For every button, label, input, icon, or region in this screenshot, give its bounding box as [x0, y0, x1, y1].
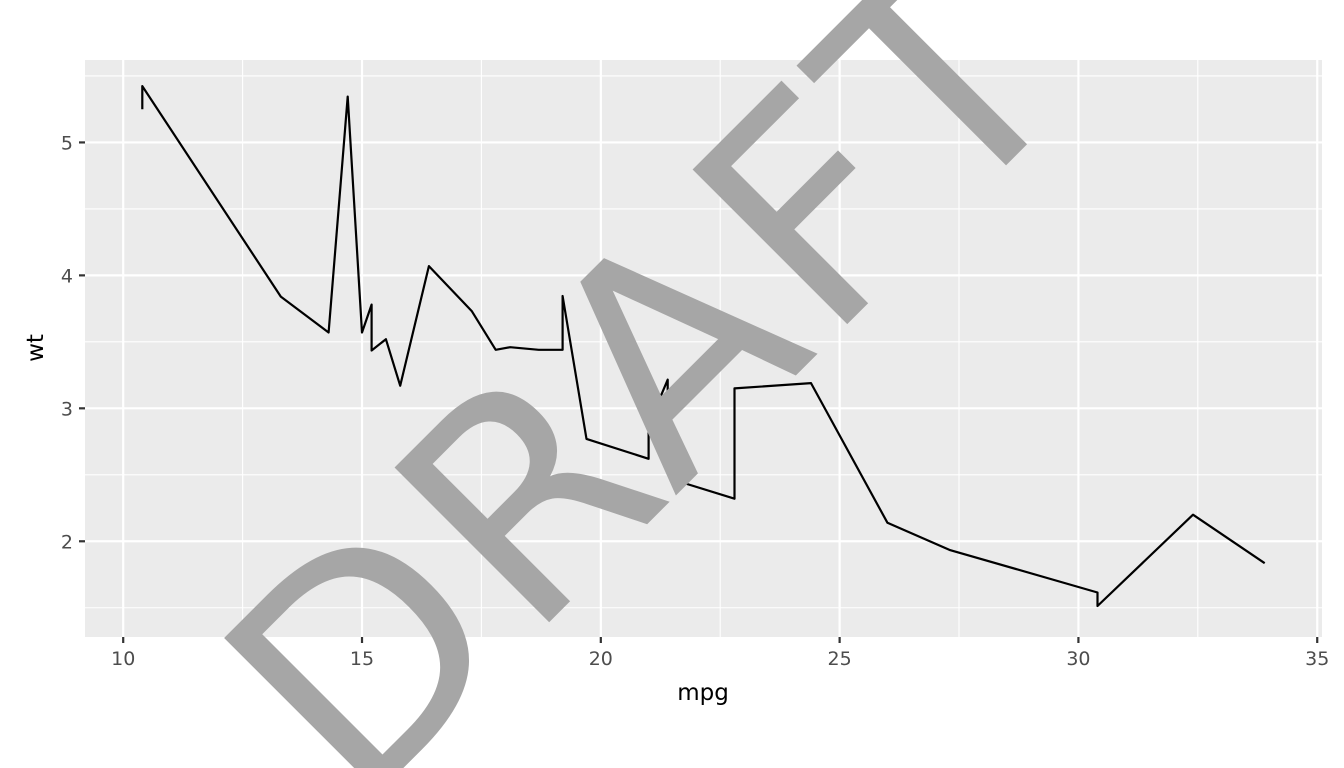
- y-axis-ticks: 2 3 4 5: [61, 132, 85, 553]
- y-tick-label: 2: [61, 531, 73, 553]
- y-axis-title: wt: [23, 334, 49, 362]
- y-tick-label: 3: [61, 398, 73, 420]
- major-gridlines: [85, 60, 1322, 637]
- x-tick-label: 20: [589, 648, 613, 670]
- x-tick-label: 10: [111, 648, 135, 670]
- y-tick-label: 5: [61, 132, 73, 154]
- x-tick-label: 35: [1305, 648, 1329, 670]
- y-tick-label: 4: [61, 265, 73, 287]
- x-tick-label: 25: [828, 648, 852, 670]
- x-tick-label: 15: [350, 648, 374, 670]
- x-axis-title: mpg: [677, 680, 729, 706]
- x-tick-label: 30: [1066, 648, 1090, 670]
- minor-gridlines: [85, 60, 1322, 637]
- x-axis-ticks: 10 15 20 25 30 35: [111, 637, 1329, 670]
- series-line: [141, 85, 1266, 608]
